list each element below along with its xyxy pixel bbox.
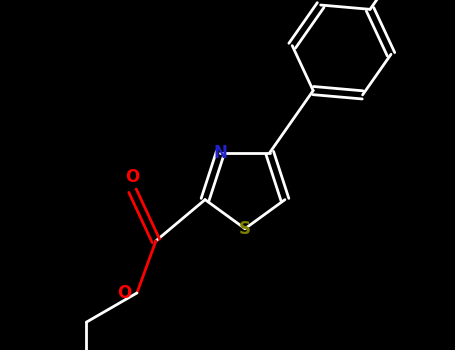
Text: O: O xyxy=(117,284,131,302)
Text: S: S xyxy=(239,220,251,238)
Text: O: O xyxy=(126,168,140,186)
Text: N: N xyxy=(213,144,227,162)
